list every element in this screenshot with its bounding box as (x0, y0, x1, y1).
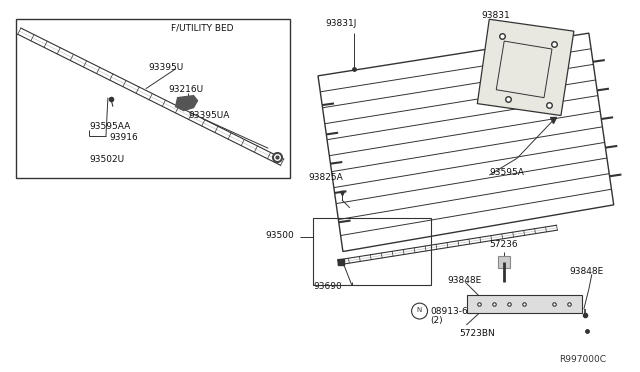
Text: 93825A: 93825A (308, 173, 343, 182)
Text: 93500: 93500 (265, 231, 294, 240)
Text: 93595A: 93595A (489, 168, 524, 177)
Text: 93502U: 93502U (89, 155, 124, 164)
Text: 93595AA: 93595AA (89, 122, 131, 131)
Text: R997000C: R997000C (559, 355, 606, 364)
Bar (313, 218, 431, 285)
Text: (2): (2) (431, 316, 443, 325)
Polygon shape (175, 96, 198, 110)
Text: 93848E: 93848E (569, 267, 603, 276)
Text: 93848E: 93848E (447, 276, 482, 285)
Bar (467, 295, 582, 313)
Text: 93216U: 93216U (169, 85, 204, 94)
Text: 93395U: 93395U (148, 63, 184, 72)
Text: 93395UA: 93395UA (189, 110, 230, 119)
Text: N: N (417, 307, 422, 313)
Text: 93916: 93916 (109, 134, 138, 142)
Text: 93831: 93831 (481, 11, 510, 20)
Polygon shape (477, 19, 574, 116)
Text: 57236: 57236 (489, 240, 518, 248)
Text: 93690: 93690 (313, 282, 342, 291)
Text: 93831J: 93831J (325, 19, 356, 28)
Bar (17, 19, 290, 178)
Text: 5723BN: 5723BN (460, 329, 495, 338)
Text: F/UTILITY BED: F/UTILITY BED (171, 23, 233, 32)
Text: 08913-6065A: 08913-6065A (431, 307, 492, 316)
